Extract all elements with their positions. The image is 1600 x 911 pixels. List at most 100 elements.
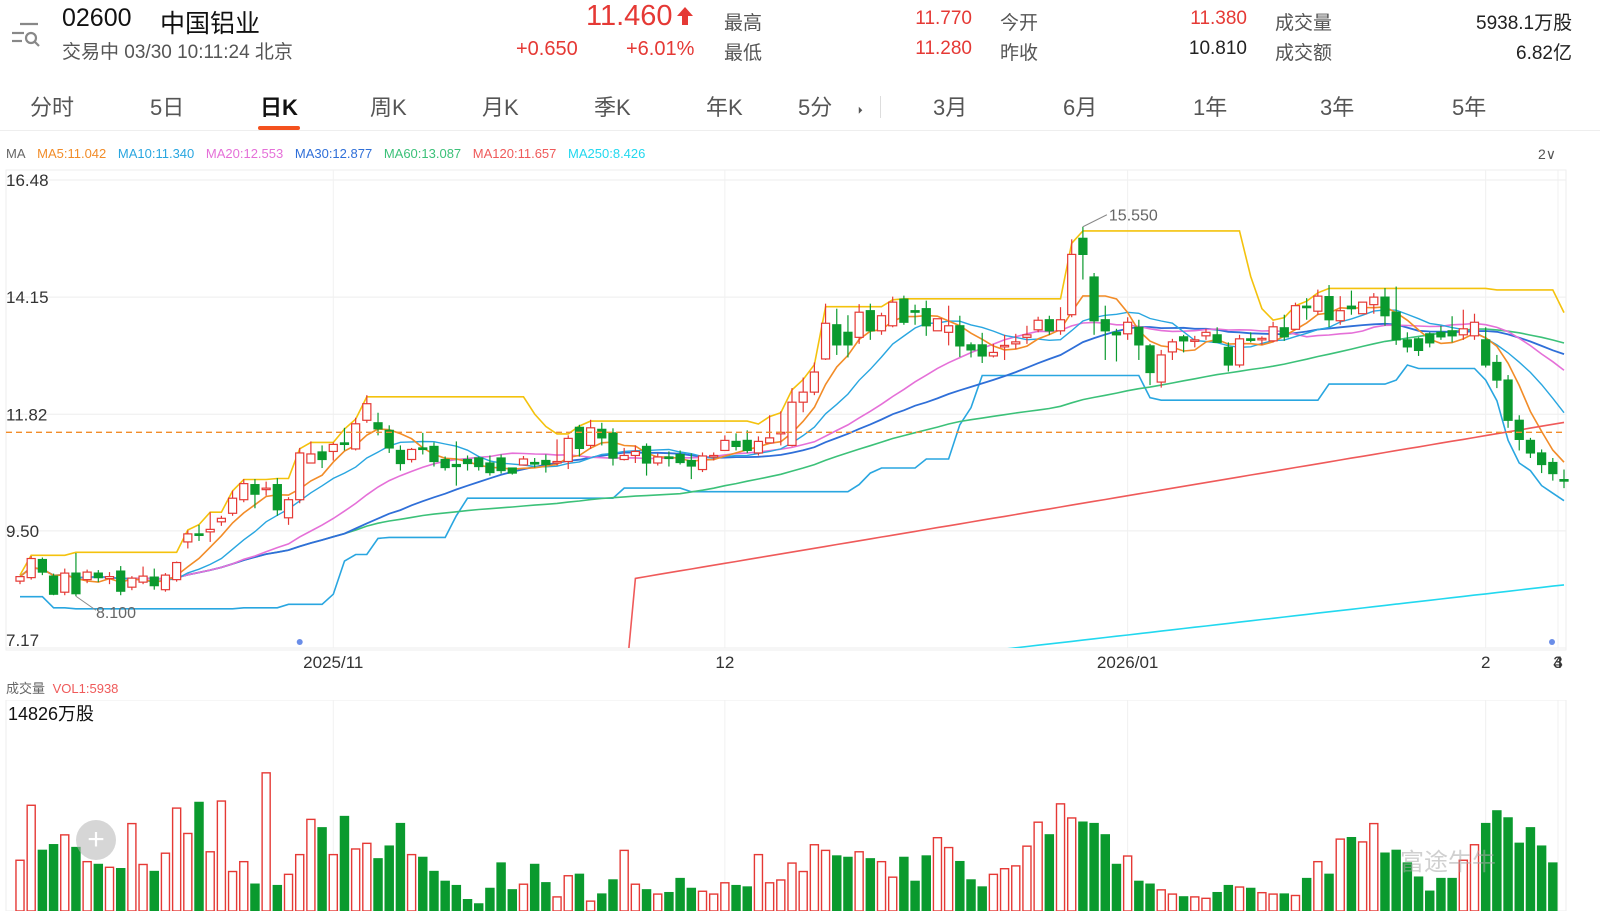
volume-bar-down	[272, 884, 283, 911]
candle-down	[485, 462, 495, 474]
high-annotation-leader	[1082, 214, 1108, 228]
tab-yearly-k[interactable]: 年K	[706, 95, 743, 120]
volume-label: 成交量	[1275, 13, 1333, 34]
candle-up	[1201, 331, 1211, 337]
candle-down	[1503, 379, 1513, 421]
candle-down	[1134, 326, 1144, 346]
volume-bar-up	[988, 873, 999, 911]
candle-down	[48, 575, 59, 595]
tab-intraday[interactable]: 分时	[30, 95, 75, 120]
volume-bar-up	[1357, 841, 1368, 911]
volume-bar-down	[1145, 883, 1155, 911]
chart-frame	[5, 169, 1567, 651]
ma5-value: MA5:11.042	[37, 146, 107, 161]
tab-5year[interactable]: 5年	[1452, 95, 1487, 120]
candle-up	[820, 322, 831, 360]
high-value: 11.770	[915, 8, 972, 29]
ma30-line	[19, 322, 1565, 580]
volume-bar-up	[362, 842, 372, 911]
candle-up	[552, 460, 562, 464]
ma10-value: MA10:11.340	[117, 146, 195, 161]
stock-name: 中国铝业	[160, 10, 261, 38]
volume-bar-down	[1134, 880, 1144, 911]
volume-bar-down	[373, 858, 383, 911]
volume-bar-up	[261, 772, 271, 911]
candle-up	[798, 391, 808, 403]
candle-down	[1178, 336, 1189, 342]
volume-bar-down	[1380, 852, 1390, 911]
plus-icon[interactable]: +	[76, 820, 116, 860]
ma-legend: MA MA5:11.042 MA10:11.340 MA20:12.553 MA…	[6, 146, 653, 161]
volume-bar-up	[60, 834, 70, 911]
event-marker	[1549, 639, 1555, 645]
tab-divider	[880, 96, 881, 118]
candle-down	[149, 576, 159, 587]
candle-up	[988, 351, 999, 357]
tab-weekly-k[interactable]: 周K	[370, 95, 407, 120]
candle-up	[1458, 328, 1468, 336]
volume-bar-up	[1290, 894, 1301, 911]
volume-bar-down	[686, 887, 697, 911]
candle-up	[1257, 337, 1267, 341]
tab-3month[interactable]: 3月	[933, 95, 968, 120]
tab-quarterly-k[interactable]: 季K	[594, 95, 631, 120]
candle-down	[1514, 419, 1524, 440]
candle-down	[1223, 346, 1233, 366]
candle-down	[675, 453, 685, 464]
tab-3year[interactable]: 3年	[1320, 95, 1355, 120]
candle-down	[641, 445, 652, 464]
volume-bar-up	[205, 851, 215, 911]
volume-bar-up	[653, 893, 663, 911]
candle-down	[1111, 331, 1122, 336]
up-arrow-icon	[676, 6, 694, 26]
volume-bar-up	[720, 882, 730, 911]
candle-up	[720, 439, 730, 452]
candle-down	[507, 467, 517, 474]
volume-bar-up	[887, 876, 898, 911]
volume-bar-down	[1436, 877, 1446, 911]
volume-bar-down	[541, 882, 551, 911]
indicator-toggle[interactable]: 2∨	[1538, 146, 1557, 162]
candle-down	[93, 572, 103, 579]
candle-down	[194, 533, 204, 536]
volume-bar-up	[932, 836, 943, 911]
candle-up	[888, 301, 898, 327]
tab-5min[interactable]: 5分	[798, 95, 833, 120]
price-change: +0.650	[516, 38, 578, 60]
y-tick-label: 9.50	[6, 522, 39, 541]
candle-up	[787, 401, 797, 447]
volume-bar-down	[1514, 842, 1524, 911]
volume-bar-up	[160, 852, 171, 911]
tab-6month[interactable]: 6月	[1063, 95, 1098, 120]
volume-chart[interactable]	[0, 700, 1600, 911]
candle-down	[597, 428, 607, 439]
volume-bar-up	[1369, 822, 1379, 911]
tab-daily-k[interactable]: 日K	[260, 95, 298, 120]
candle-down	[608, 432, 618, 459]
volume-bar-up	[1257, 891, 1267, 911]
volume-bar-down	[496, 862, 506, 911]
tab-1year[interactable]: 1年	[1193, 95, 1228, 120]
amount-value: 6.82亿	[1516, 43, 1572, 64]
volume-bar-down	[608, 879, 618, 911]
volume-bar-up	[854, 851, 864, 911]
tab-5day[interactable]: 5日	[150, 95, 185, 120]
ma120-line	[628, 421, 1565, 648]
menu-search-icon[interactable]	[10, 20, 40, 50]
dropdown-caret-icon[interactable]	[851, 103, 863, 114]
candle-up	[1313, 295, 1323, 312]
y-tick-label: 11.82	[6, 405, 47, 424]
candlestick-chart[interactable]: 16.48 14.15 11.82 9.50 7.17 2025/11 12 2026/01 2…	[0, 166, 1600, 676]
tab-monthly-k[interactable]: 月K	[482, 95, 519, 120]
candle-down	[921, 308, 931, 327]
candle-down	[977, 344, 987, 357]
candle-up	[60, 572, 70, 593]
volume-bar-up	[183, 832, 193, 911]
ma60-value: MA60:13.087	[383, 146, 462, 161]
volume-bar-down	[1212, 891, 1222, 911]
trading-status: 交易中 03/30 10:11:24 北京	[62, 42, 293, 63]
quote-header: 02600 中国铝业 交易中 03/30 10:11:24 北京 11.460 …	[0, 0, 1600, 72]
volume-bar-up	[619, 849, 629, 911]
volume-bar-up	[776, 879, 786, 911]
volume-bar-down	[1402, 862, 1413, 911]
